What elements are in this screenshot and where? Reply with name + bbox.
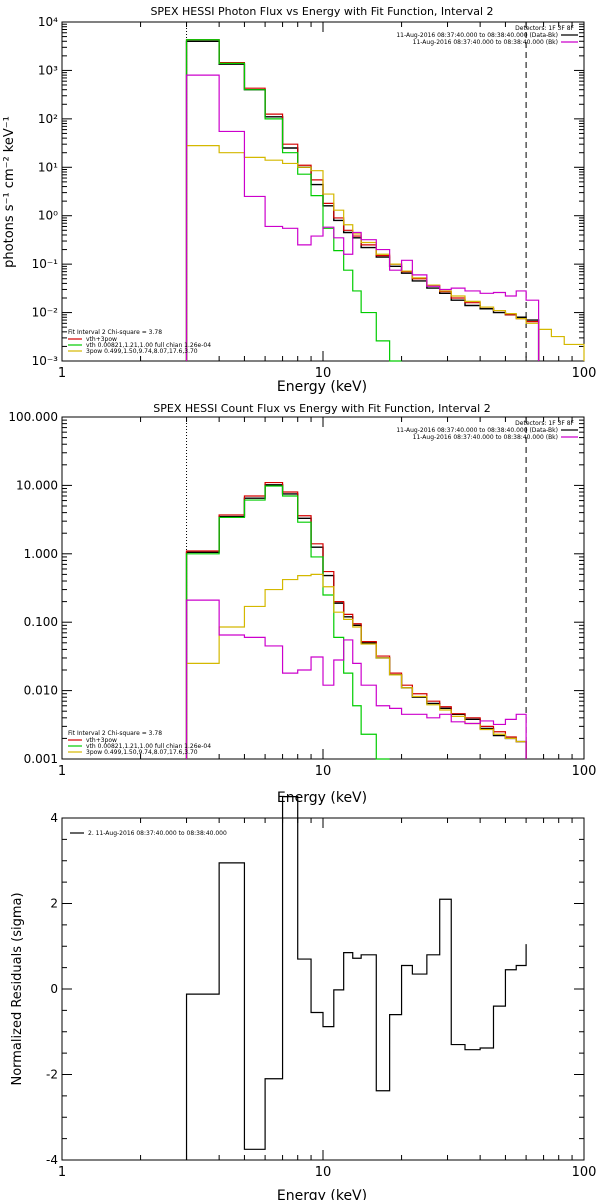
count-flux-x-tick-labels: 1 10 100 <box>58 764 597 779</box>
photon-flux-title: SPEX HESSI Photon Flux vs Energy with Fi… <box>150 5 493 18</box>
residuals-grid-ticks <box>62 817 584 1161</box>
count-flux-grid-ticks <box>62 416 584 760</box>
residuals-series-0 <box>185 796 527 1160</box>
y-tick-label: 10.000 <box>16 478 58 492</box>
photon-flux-y-label: photons s⁻¹ cm⁻² keV⁻¹ <box>2 116 17 268</box>
photon-flux-series-3 <box>185 145 585 361</box>
photon-flux-series-2 <box>185 39 402 362</box>
legend-heading: Fit Interval 2 Chi-square = 3.78 <box>68 329 162 336</box>
residuals-panel: 1 10 100 -4 -2 0 2 4 Energy (keV) Normalized R… <box>10 796 597 1200</box>
legend-entry-label: 11-Aug-2016 08:37:40.000 to 08:38:40.000… <box>413 39 558 46</box>
residuals-x-tick-labels: 1 10 100 <box>58 1165 597 1180</box>
x-tick-label: 10 <box>315 1165 332 1180</box>
photon-flux-x-tick-labels: 1 10 100 <box>58 366 597 381</box>
residuals-y-label: Normalized Residuals (sigma) <box>10 892 25 1085</box>
legend-heading: Detectors: 1F 3F 8F <box>515 25 574 32</box>
x-tick-label: 100 <box>572 366 597 381</box>
y-tick-label: 10⁰ <box>38 209 58 223</box>
y-tick-label: 10³ <box>38 63 58 77</box>
count-flux-series-4 <box>185 599 527 759</box>
residuals-x-label: Energy (keV) <box>277 1188 367 1200</box>
residuals-y-tick-labels: -4 -2 0 2 4 <box>46 811 58 1167</box>
photon-flux-legend-bottom-left: Fit Interval 2 Chi-square = 3.78 vth+3po… <box>68 329 211 355</box>
x-tick-label: 1 <box>58 366 66 381</box>
photon-flux-legend-top-right: Detectors: 1F 3F 8F 11-Aug-2016 08:37:40… <box>396 25 578 46</box>
y-tick-label: 4 <box>50 811 58 825</box>
count-flux-series-2 <box>185 485 390 760</box>
count-flux-series-1 <box>185 481 527 759</box>
y-tick-label: 10⁴ <box>38 15 58 29</box>
legend-entry-label: 11-Aug-2016 08:37:40.000 to 08:38:40.000… <box>396 32 558 39</box>
residuals-series-group <box>185 796 527 1160</box>
y-tick-label: 1.000 <box>24 547 58 561</box>
y-tick-label: 0.010 <box>24 684 58 698</box>
photon-flux-grid-ticks <box>62 21 584 362</box>
count-flux-y-tick-labels: 0.001 0.010 0.100 1.000 10.000 100.000 <box>8 410 58 766</box>
x-tick-label: 100 <box>572 1165 597 1180</box>
count-flux-legend-top-right: Detectors: 1F 3F 8F 11-Aug-2016 08:37:40… <box>396 420 578 441</box>
photon-flux-series-4 <box>185 74 540 361</box>
x-tick-label: 10 <box>315 366 332 381</box>
legend-entry-label: 11-Aug-2016 08:37:40.000 to 08:38:40.000… <box>413 434 558 441</box>
legend-entry-label: vth+3pow <box>86 336 117 343</box>
count-flux-series-group <box>185 481 527 760</box>
y-tick-label: 0.100 <box>24 615 58 629</box>
y-tick-label: 10⁻³ <box>32 354 59 368</box>
legend-entry-label: 11-Aug-2016 08:37:40.000 to 08:38:40.000… <box>396 427 558 434</box>
photon-flux-vlines <box>186 22 527 361</box>
x-tick-label: 100 <box>572 764 597 779</box>
count-flux-series-3 <box>185 573 527 759</box>
legend-heading: Detectors: 1F 3F 8F <box>515 420 574 427</box>
x-tick-label: 10 <box>315 764 332 779</box>
legend-entry-label: vth+3pow <box>86 737 117 744</box>
y-tick-label: 10⁻¹ <box>32 257 59 271</box>
y-tick-label: 10⁻² <box>32 306 59 320</box>
x-tick-label: 1 <box>58 764 66 779</box>
count-flux-vlines <box>186 417 527 759</box>
y-tick-label: 2 <box>50 897 58 911</box>
count-flux-legend-bottom-left: Fit Interval 2 Chi-square = 3.78 vth+3po… <box>68 730 211 756</box>
legend-entry-label: 3pow 0.499,1.50,9.74,8.07,17.6,3.70 <box>86 749 198 756</box>
y-tick-label: 0 <box>50 982 58 996</box>
legend-entry-label: 3pow 0.499,1.50,9.74,8.07,17.6,3.70 <box>86 348 198 355</box>
count-flux-x-label: Energy (keV) <box>277 790 367 806</box>
legend-entry-label: 2. 11-Aug-2016 08:37:40.000 to 08:38:40.… <box>88 830 227 837</box>
x-tick-label: 1 <box>58 1165 66 1180</box>
y-tick-label: 0.001 <box>24 752 58 766</box>
y-tick-label: -4 <box>46 1153 58 1167</box>
photon-flux-panel: SPEX HESSI Photon Flux vs Energy with Fi… <box>2 5 596 395</box>
legend-heading: Fit Interval 2 Chi-square = 3.78 <box>68 730 162 737</box>
legend-entry-label: vth 0.00821,1.21,1.00 full chian 1.26e-0… <box>86 342 211 349</box>
residuals-legend-top-left: 2. 11-Aug-2016 08:37:40.000 to 08:38:40.… <box>70 830 227 837</box>
count-flux-panel: SPEX HESSI Count Flux vs Energy with Fit… <box>8 402 596 806</box>
legend-entry-label: vth 0.00821,1.21,1.00 full chian 1.26e-0… <box>86 743 211 750</box>
count-flux-title: SPEX HESSI Count Flux vs Energy with Fit… <box>153 402 490 415</box>
y-tick-label: 100.000 <box>8 410 58 424</box>
photon-flux-x-label: Energy (keV) <box>277 379 367 395</box>
photon-flux-y-tick-labels: 10⁻³ 10⁻² 10⁻¹ 10⁰ 10¹ 10² 10³ 10⁴ <box>32 15 59 368</box>
y-tick-label: 10¹ <box>38 160 58 174</box>
photon-flux-series-group <box>185 39 585 362</box>
y-tick-label: -2 <box>46 1068 58 1082</box>
y-tick-label: 10² <box>38 112 58 126</box>
